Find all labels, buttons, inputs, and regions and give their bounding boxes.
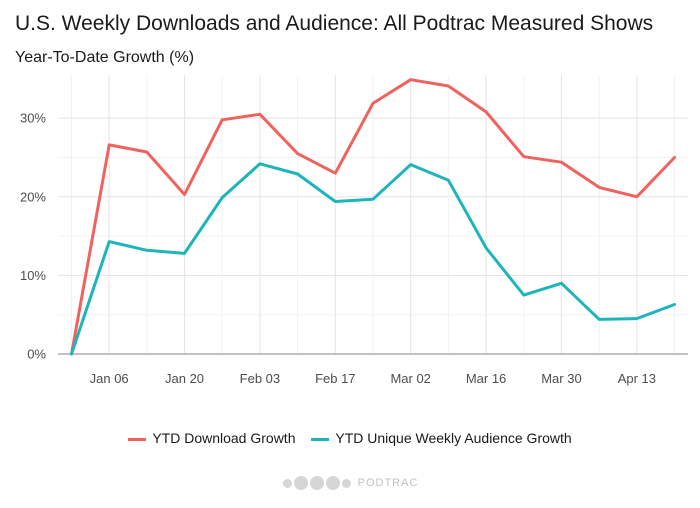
x-tick-label: Jan 20 [165, 371, 204, 386]
y-tick-label: 0% [27, 347, 46, 362]
legend-key-audience-growth [311, 437, 330, 441]
legend-label-download-growth: YTD Download Growth [152, 430, 296, 446]
y-tick-label: 30% [20, 111, 46, 126]
legend-item-audience-growth: YTD Unique Weekly Audience Growth [311, 430, 572, 446]
x-tick-label: Feb 03 [240, 371, 280, 386]
x-tick-label: Apr 13 [618, 371, 656, 386]
legend-label-audience-growth: YTD Unique Weekly Audience Growth [335, 430, 572, 446]
x-tick-label: Mar 02 [390, 371, 430, 386]
x-tick-label: Feb 17 [315, 371, 355, 386]
podtrac-logo: PODTRAC [0, 476, 700, 490]
chart-legend: YTD Download Growth YTD Unique Weekly Au… [0, 430, 700, 446]
x-tick-label: Mar 16 [466, 371, 506, 386]
podtrac-brand-text: PODTRAC [357, 476, 419, 489]
x-tick-label: Mar 30 [541, 371, 581, 386]
series-line-download-growth [70, 78, 676, 356]
legend-key-download-growth [128, 437, 147, 441]
line-chart: 0% 10% 20% 30% Jan 06 Jan 20 Feb 03 Feb 17 Mar 0… [20, 75, 688, 386]
y-tick-label: 10% [20, 268, 46, 283]
series-line-audience-growth [70, 162, 676, 356]
x-tick-label: Jan 06 [90, 371, 129, 386]
legend-item-download-growth: YTD Download Growth [128, 430, 295, 446]
chart-subtitle: Year-To-Date Growth (%) [15, 49, 195, 66]
y-tick-label: 20% [20, 189, 46, 204]
podtrac-dots-icon [282, 476, 352, 490]
chart-title: U.S. Weekly Downloads and Audience: All … [15, 12, 654, 35]
